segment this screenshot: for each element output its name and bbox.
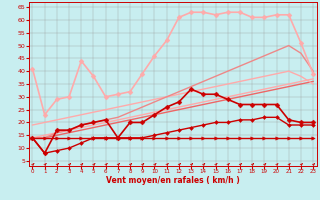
X-axis label: Vent moyen/en rafales ( km/h ): Vent moyen/en rafales ( km/h ) bbox=[106, 176, 240, 185]
